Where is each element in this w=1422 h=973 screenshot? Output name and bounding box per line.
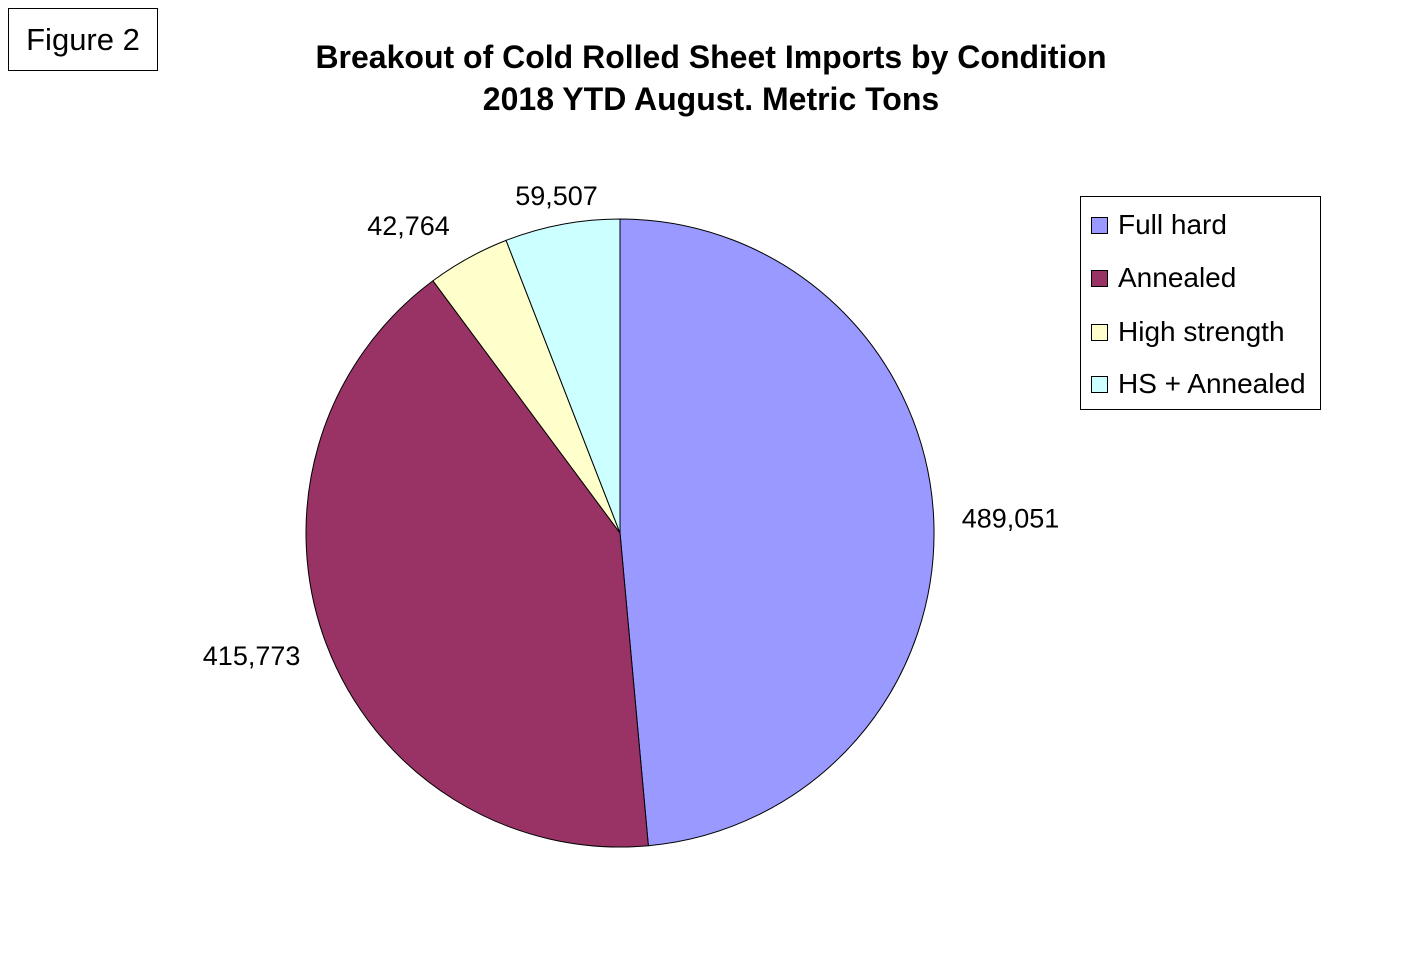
chart-title: Breakout of Cold Rolled Sheet Imports by… bbox=[0, 36, 1422, 120]
data-label-full-hard: 489,051 bbox=[962, 504, 1060, 534]
data-label-high-strength: 42,764 bbox=[367, 211, 450, 241]
pie-data-labels: 489,051 415,773 42,764 59,507 bbox=[203, 181, 1060, 671]
legend-item-hs-annealed: HS + Annealed bbox=[1091, 368, 1306, 399]
legend-swatch-annealed bbox=[1091, 269, 1108, 287]
pie-slice-annealed bbox=[305, 280, 649, 848]
figure-label: Figure 2 bbox=[8, 8, 158, 71]
legend-item-full-hard: Full hard bbox=[1091, 209, 1227, 240]
chart-legend: Full hard Annealed High strength HS + Annea… bbox=[1080, 196, 1321, 410]
legend-label-annealed: Annealed bbox=[1118, 262, 1237, 293]
pie-slices bbox=[305, 218, 935, 848]
legend-swatch-hs-annealed bbox=[1091, 375, 1108, 393]
legend-swatch-high-strength bbox=[1091, 323, 1108, 341]
chart-title-line-2: 2018 YTD August. Metric Tons bbox=[482, 81, 940, 117]
data-label-hs-annealed: 59,507 bbox=[515, 181, 598, 211]
legend-label-full-hard: Full hard bbox=[1118, 209, 1227, 240]
data-label-annealed: 415,773 bbox=[203, 641, 301, 671]
legend-item-high-strength: High strength bbox=[1091, 316, 1285, 347]
legend-swatch-full-hard bbox=[1091, 216, 1108, 234]
legend-label-hs-annealed: HS + Annealed bbox=[1118, 368, 1306, 399]
legend-label-high-strength: High strength bbox=[1118, 316, 1285, 347]
legend-item-annealed: Annealed bbox=[1091, 262, 1237, 293]
pie-slice-full-hard bbox=[619, 218, 935, 847]
chart-title-line-1: Breakout of Cold Rolled Sheet Imports by… bbox=[315, 39, 1107, 75]
pie-slice-hs-annealed bbox=[505, 218, 621, 534]
